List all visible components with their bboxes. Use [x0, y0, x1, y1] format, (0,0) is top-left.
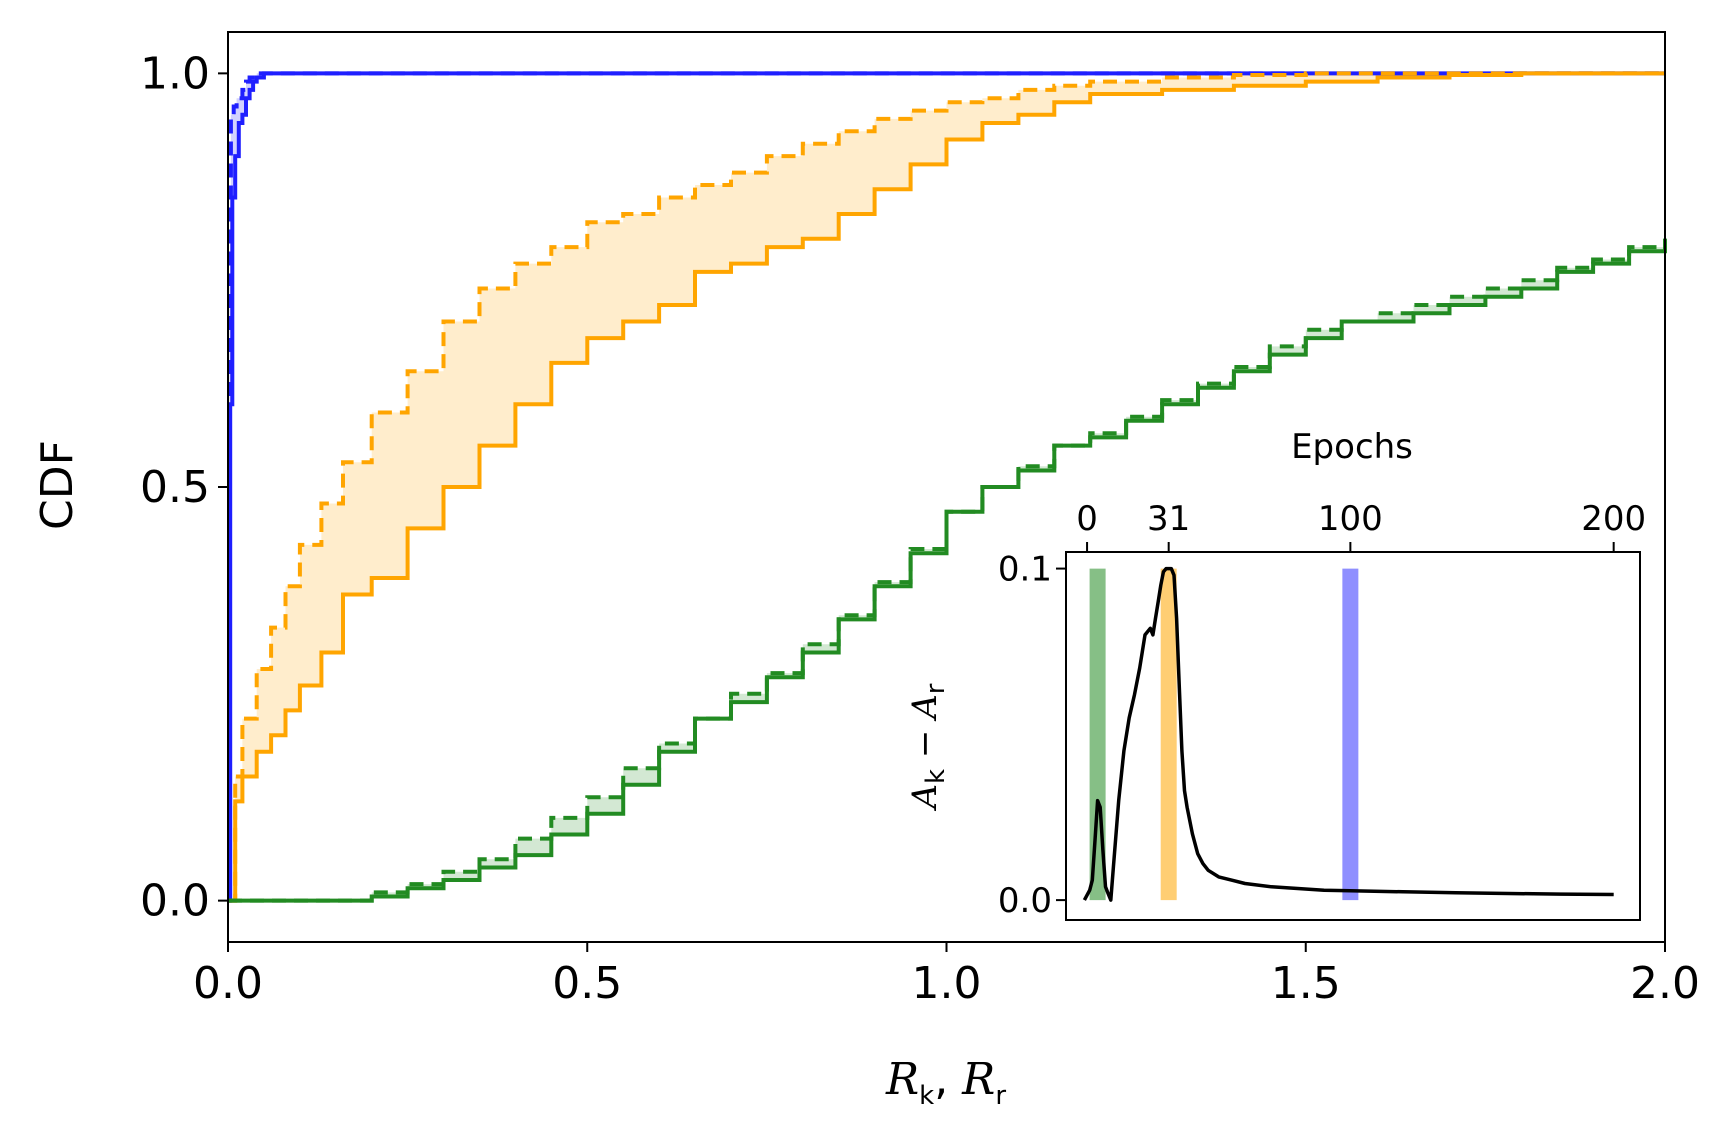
x-axis-label: Rk, Rr — [885, 1054, 1006, 1111]
band-orange — [228, 73, 1665, 901]
main-x-ticks: 0.0 0.5 1.0 1.5 2.0 — [193, 942, 1700, 1009]
inset-y-tick-label: 0.0 — [998, 881, 1052, 921]
inset-top-x-label: Epochs — [1291, 427, 1413, 467]
main-y-ticks: 0.0 0.5 1.0 — [140, 48, 228, 927]
inset-x-tick-label: 100 — [1318, 499, 1383, 539]
y-tick-label: 1.0 — [140, 48, 210, 99]
inset-y-ticks: 0.0 0.1 — [998, 550, 1066, 921]
inset-x-tick-label: 200 — [1581, 499, 1646, 539]
main-lines — [227, 71, 1667, 903]
inset-x-tick-label: 0 — [1076, 499, 1098, 539]
inset-top-x-ticks: 0 31 100 200 — [1076, 499, 1646, 552]
y-tick-label: 0.5 — [140, 462, 210, 513]
y-axis-label: CDF — [32, 440, 83, 530]
inset-y-tick-label: 0.1 — [998, 550, 1052, 590]
inset-y-label: Ak − Ar — [905, 683, 951, 811]
x-tick-label: 0.5 — [552, 958, 622, 1009]
x-tick-label: 0.0 — [193, 958, 263, 1009]
inset-plot: 0 31 100 200 0.0 0.1 Epochs Ak − Ar — [905, 427, 1646, 921]
inset-x-tick-label: 31 — [1147, 499, 1190, 539]
main-plot: 0.0 0.5 1.0 1.5 2.0 0.0 0.5 1.0 Rk, Rr CDF — [32, 31, 1700, 1111]
series-blue-dashed — [227, 71, 1665, 903]
series-accuracy-gap — [1082, 566, 1614, 902]
series-orange-solid — [228, 71, 1665, 903]
inset-lines — [1082, 566, 1614, 902]
inset-frame — [1065, 551, 1641, 921]
series-orange-dashed — [228, 71, 1665, 903]
series-green-dashed — [228, 238, 1667, 903]
x-tick-label: 1.5 — [1271, 958, 1341, 1009]
main-bands — [228, 73, 1665, 901]
inset-highlights — [1089, 568, 1359, 901]
y-tick-label: 0.0 — [140, 876, 210, 927]
x-tick-label: 1.0 — [912, 958, 982, 1009]
x-tick-label: 2.0 — [1630, 958, 1700, 1009]
